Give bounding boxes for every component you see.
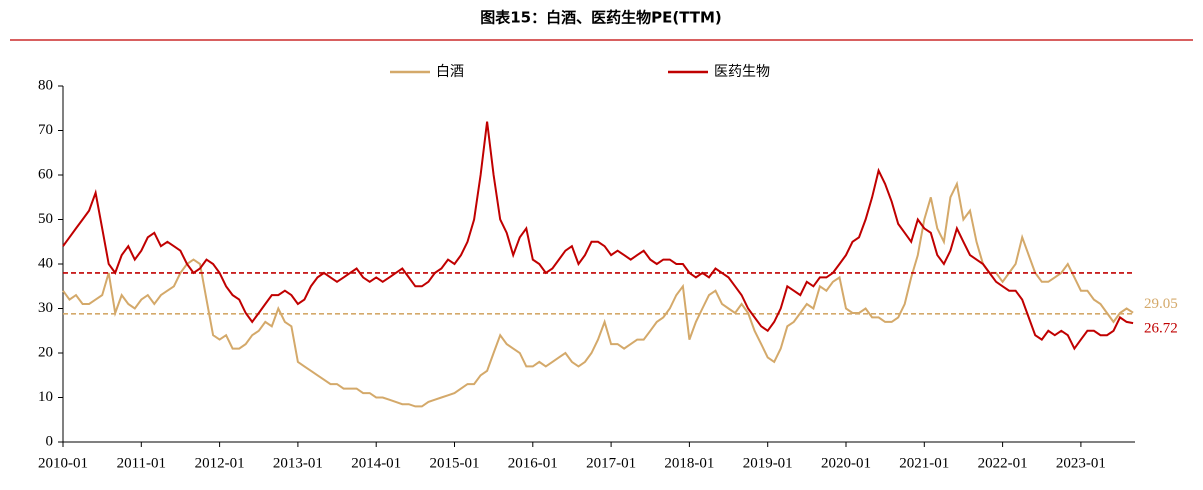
series-line bbox=[62, 121, 1134, 351]
y-tick-label: 80 bbox=[38, 77, 53, 93]
series-line bbox=[62, 180, 1134, 408]
y-tick-label: 40 bbox=[38, 255, 53, 271]
x-tick-label: 2013-01 bbox=[273, 455, 323, 471]
x-tick-label: 2016-01 bbox=[508, 455, 558, 471]
x-tick-label: 2014-01 bbox=[351, 455, 401, 471]
x-tick-label: 2015-01 bbox=[430, 455, 480, 471]
x-tick-label: 2023-01 bbox=[1056, 455, 1106, 471]
x-tick-label: 2021-01 bbox=[899, 455, 949, 471]
x-tick-label: 2010-01 bbox=[38, 455, 88, 471]
end-label: 29.05 bbox=[1144, 296, 1178, 312]
end-label: 26.72 bbox=[1144, 321, 1178, 337]
y-tick-label: 70 bbox=[38, 122, 53, 138]
x-tick-label: 2020-01 bbox=[821, 455, 871, 471]
y-tick-label: 20 bbox=[38, 344, 53, 360]
legend-label: 医药生物 bbox=[714, 64, 770, 80]
y-tick-label: 60 bbox=[38, 166, 53, 182]
y-tick-label: 10 bbox=[38, 389, 53, 405]
x-tick-label: 2011-01 bbox=[117, 455, 166, 471]
y-tick-label: 0 bbox=[46, 433, 54, 449]
x-tick-label: 2018-01 bbox=[664, 455, 714, 471]
x-tick-label: 2012-01 bbox=[195, 455, 245, 471]
y-tick-label: 50 bbox=[38, 211, 53, 227]
chart-title: 图表15：白酒、医药生物PE(TTM) bbox=[480, 9, 722, 27]
x-tick-label: 2017-01 bbox=[586, 455, 636, 471]
legend-label: 白酒 bbox=[436, 64, 464, 80]
x-tick-label: 2022-01 bbox=[978, 455, 1028, 471]
y-tick-label: 30 bbox=[38, 300, 53, 316]
x-tick-label: 2019-01 bbox=[743, 455, 793, 471]
